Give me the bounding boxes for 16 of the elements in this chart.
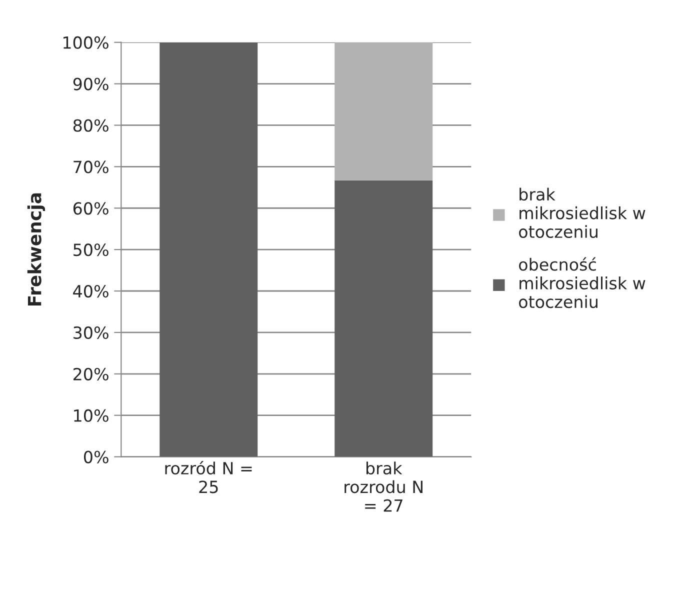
y-tick-label: 30%: [74, 326, 108, 340]
y-tick-label: 90%: [73, 78, 108, 90]
y-tick-label: 60%: [73, 202, 108, 215]
legend-label: obecność mikrosiedlisk w otoczeniu: [519, 257, 646, 308]
y-axis-title: Frekwencja: [27, 193, 46, 306]
y-tick-label: 50%: [74, 244, 108, 256]
x-tick-label: brak rozrodu N = 27: [344, 462, 422, 512]
y-tick-label: 20%: [74, 368, 108, 380]
x-tick-label: rozród N = 25: [165, 460, 252, 494]
y-tick-label: 0%: [84, 450, 108, 464]
y-tick-label: 10%: [74, 409, 108, 422]
y-tick-label: 70%: [74, 160, 108, 174]
y-tick-label: 80%: [73, 119, 108, 132]
y-tick-label: 40%: [73, 284, 108, 298]
legend-label: brak mikrosiedlisk w otoczeniu: [519, 188, 646, 238]
y-tick-label: 100%: [64, 36, 108, 49]
